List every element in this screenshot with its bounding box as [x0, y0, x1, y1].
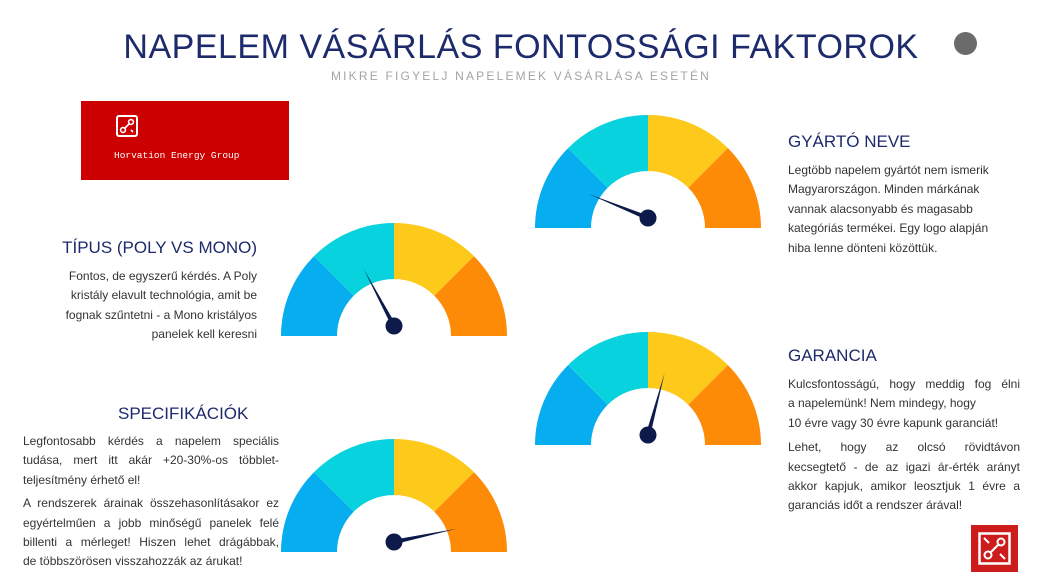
circle-dot-icon	[954, 32, 977, 55]
gauge-segment-3	[394, 223, 474, 296]
gauge-needle	[363, 269, 397, 328]
gauge-segment-4	[434, 472, 507, 552]
heading-tipus: TÍPUS (POLY VS MONO)	[62, 238, 257, 257]
gauge-segment-3	[648, 115, 728, 188]
page-subtitle: MIKRE FIGYELJ NAPELEMEK VÁSÁRLÁSA ESETÉN	[330, 69, 712, 83]
heading-garancia: GARANCIA	[788, 346, 877, 365]
gauge-segment-4	[688, 365, 761, 445]
gauge-garancia	[535, 332, 761, 445]
circuit-icon	[116, 115, 138, 137]
logo-text: Horvation Energy Group	[114, 150, 240, 161]
gauge-segment-2	[314, 439, 394, 512]
gauge-segment-4	[434, 256, 507, 336]
gauge-hub	[639, 209, 657, 227]
gauge-segment-2	[568, 115, 648, 188]
gauge-tipus	[281, 223, 507, 336]
gauge-spec	[281, 439, 507, 552]
gauge-hub	[385, 317, 403, 335]
circuit-icon	[978, 532, 1011, 565]
gauge-segment-2	[568, 332, 648, 405]
text-garancia: Kulcsfontosságú, hogy meddig fog élni a …	[788, 377, 1020, 513]
gauge-segment-2	[314, 223, 394, 296]
gauge-segment-1	[281, 256, 354, 336]
company-logo: Horvation Energy Group	[81, 101, 289, 180]
gauge-segment-1	[281, 472, 354, 552]
corner-logo	[971, 525, 1018, 572]
gauge-hub	[385, 533, 403, 551]
gauge-segment-1	[535, 365, 608, 445]
text-spec: Legfontosabb kérdés a napelem speciális …	[23, 434, 279, 569]
gauge-needle	[393, 528, 457, 545]
text-tipus: Fontos, de egyszerű kérdés. A Poly krist…	[65, 269, 257, 342]
gauge-segment-3	[648, 332, 728, 405]
gauge-hub	[639, 426, 657, 444]
gauge-needle	[588, 194, 649, 221]
gauge-segment-1	[535, 148, 608, 228]
gauge-segment-3	[394, 439, 474, 512]
heading-spec: SPECIFIKÁCIÓK	[118, 404, 249, 423]
text-gyarto: Legtöbb napelem gyártót nem ismerik Magy…	[788, 163, 989, 255]
gauge-segment-4	[688, 148, 761, 228]
gauge-gyarto	[535, 115, 761, 228]
gauge-needle	[645, 373, 665, 436]
heading-gyarto: GYÁRTÓ NEVE	[788, 132, 911, 151]
page-title: NAPELEM VÁSÁRLÁS FONTOSSÁGI FAKTOROK	[123, 28, 919, 66]
